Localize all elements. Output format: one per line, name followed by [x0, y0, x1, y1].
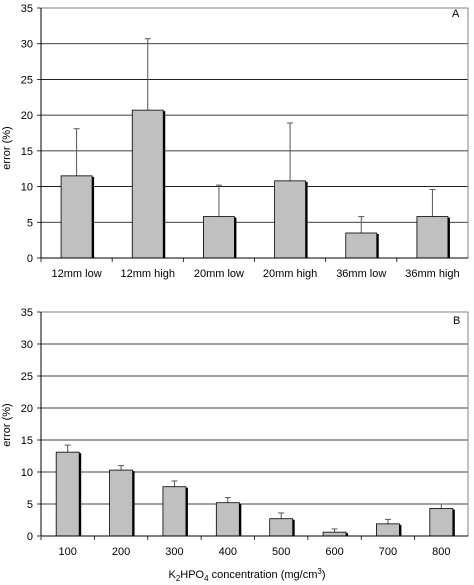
chart-a-y-tick-label: 5 [27, 217, 33, 229]
chart-a-y-axis-label: error (%) [1, 126, 13, 169]
chart-b-plot-border [40, 311, 469, 537]
chart-b-y-tick-label: 5 [27, 499, 33, 511]
chart-b-y-tick-label: 20 [21, 403, 33, 415]
chart-b-x-tick-label: 600 [325, 546, 343, 558]
chart-a-bars [60, 109, 450, 259]
chart-b-bar [55, 451, 80, 537]
chart-a-panel-label: A [452, 8, 460, 20]
chart-a-x-tick-label: 20mm low [194, 268, 244, 280]
chart-a-y-tick-label: 20 [21, 110, 33, 122]
chart-b-x-tick-label: 800 [432, 546, 450, 558]
chart-a-x-ticks: 12mm low 12mm high 20mm low 20mm high 36mm l… [40, 258, 460, 280]
chart-b-y-tick-label: 0 [27, 531, 33, 543]
chart-b-bars [55, 451, 455, 537]
chart-a-gridlines [41, 43, 468, 223]
chart-b-bar [269, 518, 294, 537]
chart-a-plot-border [40, 7, 469, 259]
chart-b-x-axis-label: K2HPO4 concentration (mg/cm3) [168, 567, 325, 583]
chart-b-y-tick-label: 25 [21, 371, 33, 383]
chart-b-x-tick-label: 300 [165, 546, 183, 558]
chart-b-bar [376, 523, 400, 537]
chart-a-bar [274, 180, 306, 259]
chart-b-x-tick-label: 400 [219, 546, 237, 558]
chart-b-bar [109, 469, 133, 537]
chart-a-bar [416, 216, 449, 259]
chart-b-error-bars [64, 444, 445, 533]
chart-b-gridlines [41, 343, 468, 505]
chart-b-panel-label: B [453, 315, 460, 327]
chart-a-x-tick-label: 36mm high [405, 268, 459, 280]
chart-a-bar [60, 175, 93, 259]
chart-a-y-ticks: 0 5 10 15 20 25 30 35 [21, 3, 41, 265]
chart-b-frame [40, 311, 469, 537]
chart-a-x-tick-label: 36mm low [336, 268, 386, 280]
chart-b-y-tick-label: 30 [21, 339, 33, 351]
chart-b-bar [429, 508, 454, 537]
chart-b-y-tick-label: 10 [21, 467, 33, 479]
chart-a-error-bars [73, 38, 436, 233]
chart-b-y-axis-label: error (%) [1, 403, 13, 446]
chart-a-x-tick-label: 20mm high [263, 268, 317, 280]
chart-b-x-tick-label: 500 [272, 546, 290, 558]
chart-a-y-tick-label: 25 [21, 74, 33, 86]
chart-a-y-tick-label: 35 [21, 3, 33, 15]
chart-b-bar [162, 486, 187, 537]
chart-a-x-tick-label: 12mm high [121, 268, 175, 280]
chart-a-x-tick-label: 12mm low [52, 268, 102, 280]
chart-a-y-tick-label: 15 [21, 146, 33, 158]
chart-b-y-ticks: 0 5 10 15 20 25 30 35 [21, 307, 41, 543]
chart-a-y-tick-label: 0 [27, 253, 33, 265]
chart-b-x-ticks: 100 200 300 400 500 600 700 800 [40, 536, 450, 558]
chart-a-bar [345, 232, 378, 259]
chart-b-bar [215, 502, 240, 537]
chart-b-y-tick-label: 15 [21, 435, 33, 447]
chart-a-y-tick-label: 10 [21, 182, 33, 194]
chart-b-x-tick-label: 700 [379, 546, 397, 558]
chart-b-x-tick-label: 200 [112, 546, 130, 558]
chart-b-y-tick-label: 35 [21, 307, 33, 319]
chart-b-bar [322, 531, 347, 537]
chart-a-y-tick-label: 30 [21, 39, 33, 51]
chart-b-x-tick-label: 100 [59, 546, 77, 558]
chart-a-bar [131, 109, 164, 259]
chart-a-frame [40, 7, 469, 259]
chart-a-bar [203, 216, 235, 259]
chart-a: 0 5 10 15 20 25 30 35 12mm low 12mm high 20mm low… [1, 3, 469, 280]
